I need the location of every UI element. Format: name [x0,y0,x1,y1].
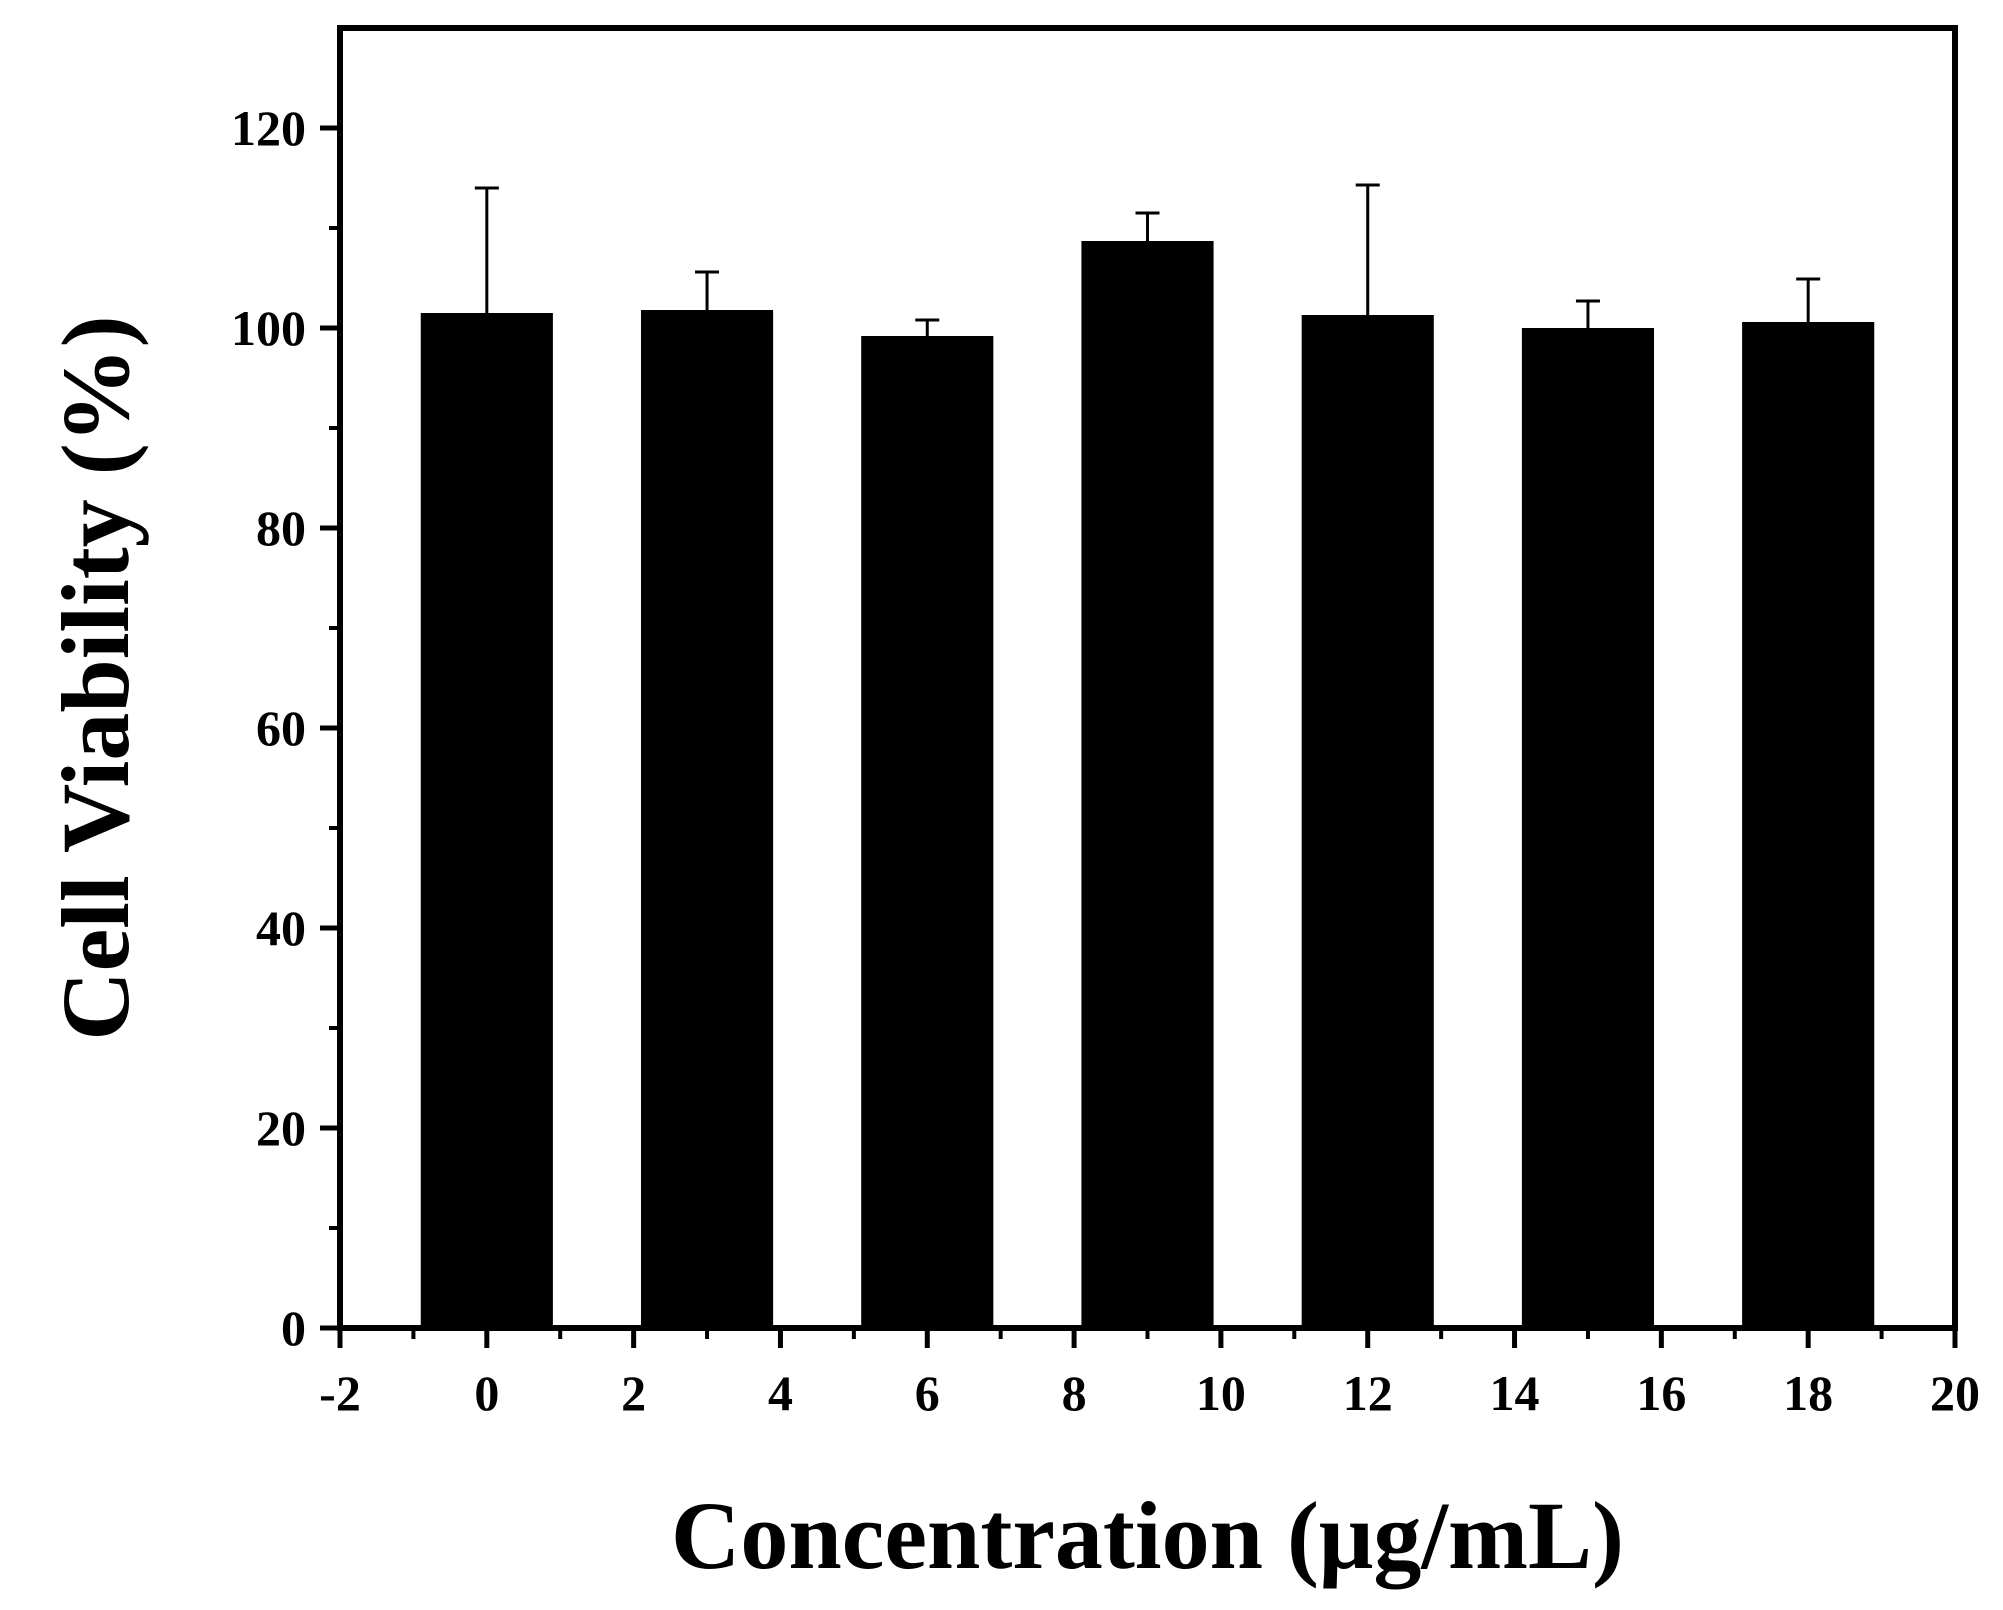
y-tick-label-60: 60 [256,700,306,756]
x-tick-label-20: 20 [1930,1365,1980,1421]
y-tick-label-120: 120 [231,100,306,156]
x-tick-label-16: 16 [1636,1365,1686,1421]
y-tick-label-40: 40 [256,900,306,956]
x-tick-label-4: 4 [768,1365,793,1421]
x-tick-label-6: 6 [915,1365,940,1421]
x-tick-label-8: 8 [1062,1365,1087,1421]
bar-15 [1521,328,1655,1328]
y-tick-label-20: 20 [256,1100,306,1156]
bar-6 [861,336,994,1328]
x-tick-label-14: 14 [1490,1365,1540,1421]
y-tick-label-80: 80 [256,500,306,556]
bar-0 [420,313,553,1328]
x-tick-label--2: -2 [319,1365,361,1421]
error-bars-group [474,183,1821,336]
bar-12 [1301,315,1434,1328]
x-axis: -2 0 2 4 6 8 10 12 14 16 18 20 [319,1328,1980,1421]
x-tick-label-2: 2 [621,1365,646,1421]
bar-3 [640,310,774,1328]
x-tick-label-12: 12 [1343,1365,1393,1421]
y-tick-label-100: 100 [231,300,306,356]
bars-group [420,241,1875,1328]
x-tick-label-18: 18 [1783,1365,1833,1421]
bar-18 [1742,322,1875,1328]
bar-9 [1081,241,1214,1328]
y-tick-label-0: 0 [281,1300,306,1356]
y-axis: 0 20 40 60 80 100 120 [231,100,340,1356]
x-axis-title: Concentration (μg/mL) [671,1482,1624,1589]
y-axis-title: Cell Viability (%) [42,315,149,1040]
x-tick-label-10: 10 [1196,1365,1246,1421]
x-tick-label-0: 0 [474,1365,499,1421]
